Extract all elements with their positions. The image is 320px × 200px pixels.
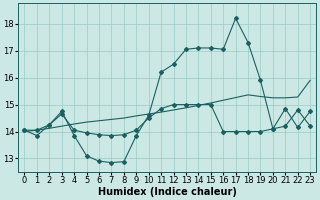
- X-axis label: Humidex (Indice chaleur): Humidex (Indice chaleur): [98, 187, 237, 197]
